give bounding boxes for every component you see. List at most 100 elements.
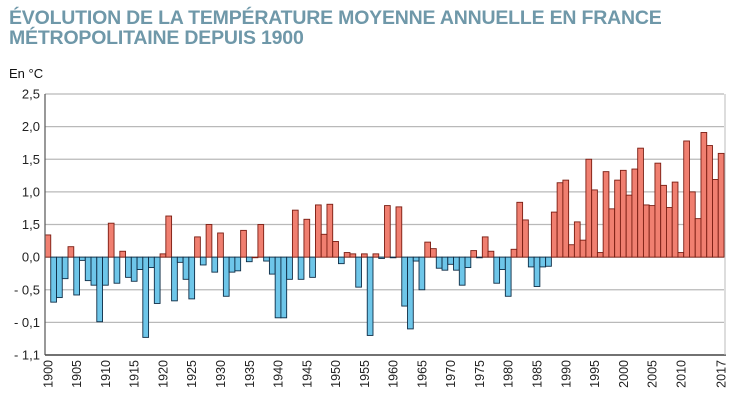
bar-1988: [550, 211, 558, 258]
bar-1981: [510, 248, 518, 258]
bar-1905: [73, 256, 80, 296]
bar-1971: [453, 256, 460, 271]
bar-2004: [642, 204, 650, 258]
bar-1926: [194, 236, 201, 258]
bar-1938: [263, 256, 270, 262]
bar-1943: [291, 209, 299, 258]
bars: [44, 132, 725, 338]
bar-1950: [332, 241, 339, 258]
bar-2002: [631, 168, 639, 258]
bar-1918: [148, 256, 155, 269]
x-tick-label: 1935: [243, 360, 257, 388]
x-tick-label: 1940: [272, 360, 286, 388]
bar-1986: [539, 256, 547, 268]
bar-1996: [596, 252, 604, 258]
bar-2007: [660, 184, 667, 258]
x-tick-label: 1900: [41, 360, 55, 388]
x-tick-label: 1915: [128, 360, 142, 388]
y-tick-labels: 2,5 2,0 1,5 1,0 1,5 0,0 - 0,5 - 0,1 - 1,1: [14, 87, 40, 363]
bar-1903: [61, 256, 69, 280]
bar-1995: [591, 189, 598, 258]
bar-1904: [67, 246, 75, 258]
bar-1927: [199, 256, 207, 266]
x-tick-label: 2000: [617, 360, 631, 388]
bar-1973: [464, 256, 472, 269]
bar-1960: [389, 256, 397, 259]
y-tick-label: - 1,1: [14, 348, 40, 363]
bar-1999: [614, 179, 621, 258]
bar-1912: [113, 256, 121, 284]
bar-1940: [274, 256, 282, 319]
bar-1952: [343, 252, 351, 258]
bar-1949: [326, 203, 334, 258]
bar-1976: [481, 236, 489, 258]
y-tick-label: - 0,1: [14, 315, 40, 330]
chart-title: ÉVOLUTION DE LA TEMPÉRATURE MOYENNE ANNU…: [9, 8, 662, 48]
bar-1953: [349, 253, 357, 258]
bar-2001: [625, 194, 633, 258]
bar-2009: [671, 181, 679, 258]
bar-2017: [717, 152, 725, 258]
y-tick-label: 0,0: [22, 250, 40, 265]
x-tick-label: 1945: [300, 360, 314, 388]
x-tick-labels: 1900 1905 1910 1915 1920 1925 1930 1935 1940 1945…: [41, 360, 728, 388]
bar-1984: [527, 256, 535, 268]
bar-1963: [407, 256, 414, 330]
y-axis-unit-label: En °C: [9, 66, 44, 81]
x-tick-label: 2005: [646, 360, 660, 388]
bar-1972: [458, 256, 466, 286]
bar-1945: [303, 218, 311, 258]
bar-1965: [418, 256, 426, 291]
bar-1982: [516, 201, 524, 258]
bar-1934: [240, 229, 247, 258]
bar-2011: [683, 140, 690, 258]
bar-1966: [424, 241, 431, 258]
bar-1970: [447, 256, 454, 265]
bar-1917: [142, 256, 150, 338]
x-tick-label: 1910: [99, 360, 113, 388]
bar-2003: [637, 147, 644, 258]
bar-1977: [487, 250, 495, 258]
y-tick-label: - 0,5: [14, 282, 40, 297]
bar-1951: [338, 256, 345, 265]
bar-2006: [654, 162, 662, 258]
bar-1921: [165, 215, 173, 258]
bar-1930: [217, 232, 224, 258]
x-tick-label: 2010: [674, 360, 688, 388]
bar-1901: [50, 256, 57, 303]
bar-1962: [401, 256, 408, 307]
bar-1959: [384, 205, 391, 258]
x-tick-label: 1905: [70, 360, 84, 388]
bar-1947: [315, 204, 322, 258]
bar-2014: [700, 132, 708, 258]
bar-1936: [251, 256, 259, 259]
bar-1978: [493, 256, 501, 284]
bar-1924: [182, 256, 190, 280]
bar-1910: [102, 256, 109, 286]
x-tick-label: 1925: [185, 360, 199, 388]
bar-1907: [84, 256, 92, 282]
bar-1941: [280, 256, 288, 319]
bar-1900: [44, 234, 52, 258]
bar-1985: [533, 256, 541, 287]
bar-1990: [562, 179, 570, 258]
bar-1969: [441, 256, 449, 271]
bar-2008: [666, 207, 673, 258]
bar-1997: [602, 171, 610, 258]
x-tick-label: 1980: [502, 360, 516, 388]
bar-1908: [90, 256, 98, 286]
bar-1916: [136, 256, 144, 270]
bar-1957: [372, 253, 380, 258]
bar-1942: [286, 256, 293, 280]
x-tick-label: 1985: [530, 360, 544, 388]
bar-1913: [119, 250, 127, 258]
bar-1989: [556, 182, 564, 258]
bar-1914: [125, 256, 132, 278]
bar-1993: [579, 239, 587, 258]
bar-1954: [355, 256, 362, 288]
x-tick-label: 1930: [214, 360, 228, 388]
bar-1935: [245, 256, 253, 263]
x-tick-label: 1970: [444, 360, 458, 388]
bar-2010: [677, 252, 685, 258]
